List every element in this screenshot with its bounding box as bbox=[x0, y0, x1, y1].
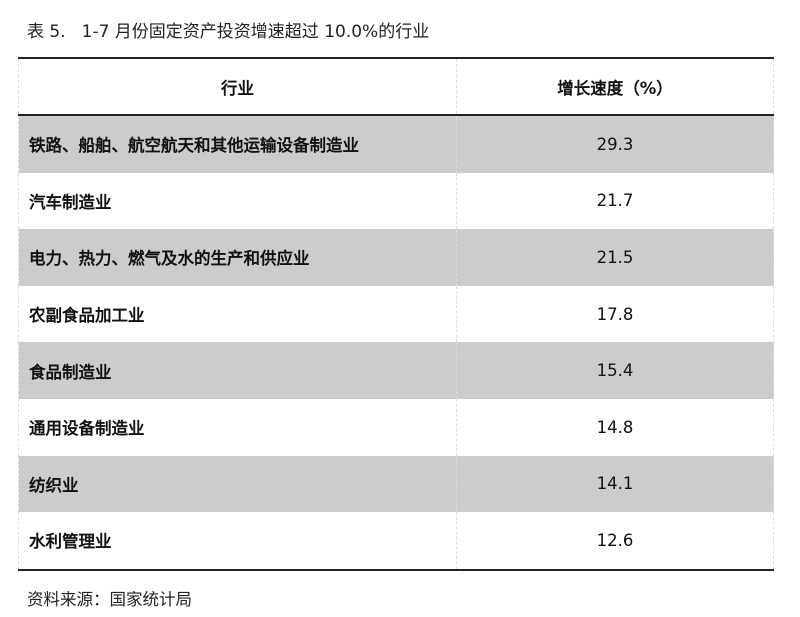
growth-cell: 15.4 bbox=[456, 342, 774, 399]
industry-cell: 水利管理业 bbox=[18, 512, 457, 570]
growth-cell: 29.3 bbox=[456, 115, 774, 173]
growth-cell: 21.5 bbox=[456, 229, 774, 286]
table-row: 汽车制造业 21.7 bbox=[18, 172, 774, 230]
industry-cell: 电力、热力、燃气及水的生产和供应业 bbox=[18, 229, 457, 286]
growth-cell: 14.8 bbox=[456, 398, 774, 456]
table-row: 电力、热力、燃气及水的生产和供应业 21.5 bbox=[18, 229, 774, 286]
growth-cell: 21.7 bbox=[456, 172, 774, 230]
header-growth: 增长速度（%） bbox=[456, 58, 774, 116]
table-row: 纺织业 14.1 bbox=[18, 455, 774, 513]
growth-cell: 17.8 bbox=[456, 285, 774, 343]
header-industry: 行业 bbox=[18, 58, 457, 116]
industry-cell: 铁路、船舶、航空航天和其他运输设备制造业 bbox=[18, 115, 457, 173]
growth-cell: 14.1 bbox=[456, 455, 774, 513]
table-number: 表 5. bbox=[27, 22, 66, 42]
header-row: 行业 增长速度（%） bbox=[18, 58, 774, 116]
industry-cell: 通用设备制造业 bbox=[18, 398, 457, 456]
industry-cell: 农副食品加工业 bbox=[18, 285, 457, 343]
table-row: 农副食品加工业 17.8 bbox=[18, 285, 774, 343]
industry-cell: 汽车制造业 bbox=[18, 172, 457, 230]
data-source-note: 资料来源：国家统计局 bbox=[27, 590, 192, 609]
table-row: 水利管理业 12.6 bbox=[18, 512, 774, 570]
industry-cell: 食品制造业 bbox=[18, 342, 457, 399]
industry-growth-table: 行业 增长速度（%） 铁路、船舶、航空航天和其他运输设备制造业 29.3 汽车制造… bbox=[18, 57, 774, 571]
table-caption: 表 5. 1-7 月份固定资产投资增速超过 10.0%的行业 bbox=[27, 17, 429, 42]
table-row: 食品制造业 15.4 bbox=[18, 342, 774, 399]
table-row: 铁路、船舶、航空航天和其他运输设备制造业 29.3 bbox=[18, 115, 774, 173]
industry-cell: 纺织业 bbox=[18, 455, 457, 513]
growth-cell: 12.6 bbox=[456, 512, 774, 570]
table-row: 通用设备制造业 14.8 bbox=[18, 398, 774, 456]
table-title: 1-7 月份固定资产投资增速超过 10.0%的行业 bbox=[81, 22, 430, 42]
